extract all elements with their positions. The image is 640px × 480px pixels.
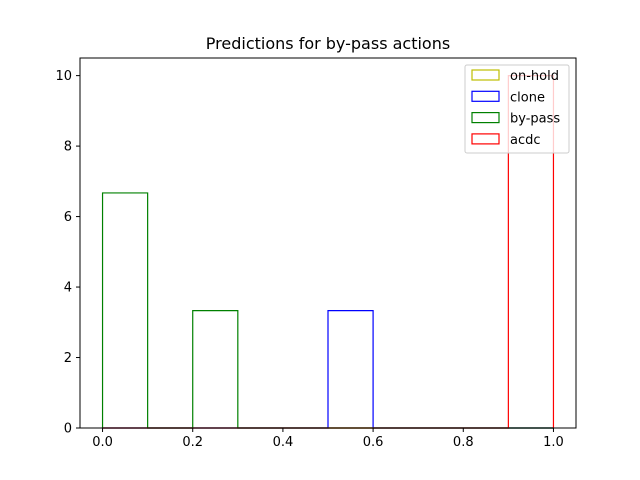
- legend-label-on-hold: on-hold: [510, 69, 559, 84]
- axes-frame: [79, 57, 577, 429]
- legend: on-hold clone by-pass acdc: [464, 64, 570, 154]
- y-tick-label: 0: [64, 422, 72, 437]
- legend-label-acdc: acdc: [510, 133, 541, 148]
- series-step-clone: [102, 310, 554, 429]
- x-tick-label: 0.2: [182, 435, 203, 450]
- y-tick-label: 6: [64, 210, 72, 225]
- chart-title: Predictions for by-pass actions: [206, 34, 450, 53]
- legend-swatch-by-pass: [471, 111, 500, 124]
- x-tick-label: 0.6: [363, 435, 384, 450]
- legend-swatch-on-hold: [471, 69, 500, 81]
- y-axis-ticks: 0 2 4 6 8 10: [55, 69, 80, 437]
- y-tick-label: 2: [64, 351, 72, 366]
- legend-swatch-acdc: [471, 133, 500, 145]
- legend-label-by-pass: by-pass: [510, 112, 560, 127]
- x-tick-label: 0.4: [273, 435, 294, 450]
- legend-label-clone: clone: [510, 90, 545, 105]
- x-axis-ticks: 0.0 0.2 0.4 0.6 0.8 1.0: [92, 428, 564, 450]
- legend-box: [464, 64, 570, 154]
- x-tick-label: 1.0: [543, 435, 564, 450]
- y-tick-label: 10: [55, 69, 72, 84]
- legend-swatch-clone: [471, 90, 500, 102]
- y-tick-label: 4: [64, 281, 72, 296]
- x-tick-label: 0.0: [92, 435, 113, 450]
- x-tick-label: 0.8: [453, 435, 474, 450]
- y-tick-label: 8: [64, 140, 72, 155]
